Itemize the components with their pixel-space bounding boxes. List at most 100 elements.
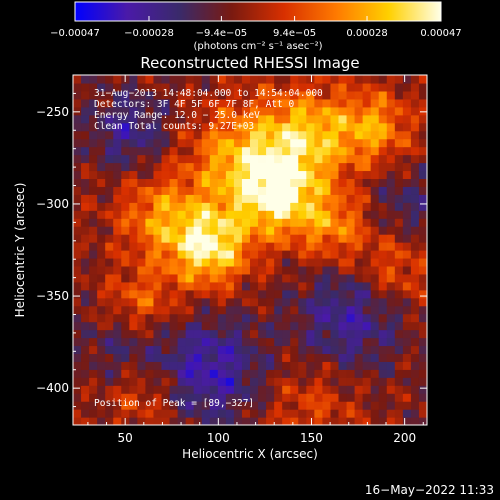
heatmap-cell <box>282 234 291 243</box>
heatmap-cell <box>346 337 356 347</box>
heatmap-cell <box>306 186 315 195</box>
heatmap-cell <box>233 106 243 116</box>
heatmap-cell <box>378 178 388 187</box>
heatmap-cell <box>153 154 163 164</box>
heatmap-cell <box>169 321 179 331</box>
heatmap-cell <box>290 377 299 386</box>
heatmap-cell <box>81 194 90 203</box>
heatmap-cell <box>378 122 388 132</box>
heatmap-cell <box>121 194 130 203</box>
heatmap-cell <box>282 90 291 100</box>
heatmap-cell <box>185 162 195 172</box>
y-axis-label: Heliocentric Y (arcsec) <box>13 183 27 318</box>
y-tick-label: −300 <box>36 197 69 211</box>
heatmap-cell <box>274 82 283 92</box>
heatmap-cell <box>233 385 243 394</box>
heatmap-cell <box>113 154 122 164</box>
heatmap-cell <box>394 329 404 339</box>
heatmap-cell <box>322 337 332 347</box>
heatmap-cell <box>97 353 106 362</box>
heatmap-cells <box>73 75 427 425</box>
heatmap-cell <box>306 353 315 362</box>
y-tick-label: −400 <box>36 381 69 395</box>
heatmap-cell <box>314 82 324 92</box>
heatmap-cell <box>266 353 275 362</box>
heatmap-cell <box>225 313 235 323</box>
heatmap-cell <box>129 393 138 402</box>
heatmap-cell <box>193 385 203 394</box>
heatmap-cell <box>137 218 147 227</box>
heatmap-cell <box>362 122 372 132</box>
heatmap-cell <box>322 353 332 362</box>
heatmap-cell <box>402 401 412 410</box>
heatmap-cell <box>153 257 163 267</box>
heatmap-cell <box>306 361 315 370</box>
heatmap-cell <box>169 369 179 378</box>
heatmap-cell <box>137 265 147 275</box>
heatmap-cell <box>121 90 130 100</box>
heatmap-cell <box>322 297 332 307</box>
heatmap-cell <box>73 409 82 418</box>
heatmap-cell <box>209 186 219 195</box>
heatmap-cell <box>258 257 267 267</box>
heatmap-cell <box>185 98 195 108</box>
heatmap-cell <box>185 281 195 291</box>
heatmap-cell <box>330 401 340 410</box>
heatmap-cell <box>410 361 420 370</box>
heatmap-cell <box>290 305 299 315</box>
heatmap-cell <box>73 289 82 299</box>
heatmap-cell <box>362 361 372 370</box>
heatmap-cell <box>89 345 98 354</box>
heatmap-cell <box>378 369 388 378</box>
heatmap-cell <box>258 130 267 140</box>
heatmap-cell <box>113 162 122 172</box>
heatmap-cell <box>89 90 98 100</box>
heatmap-cell <box>418 202 427 211</box>
heatmap-cell <box>153 122 163 132</box>
heatmap-cell <box>266 297 275 307</box>
heatmap-cell <box>217 226 227 235</box>
heatmap-cell <box>177 162 187 172</box>
heatmap-cell <box>298 401 307 410</box>
heatmap-cell <box>105 162 114 172</box>
heatmap-cell <box>105 273 114 283</box>
heatmap-cell <box>193 234 203 243</box>
heatmap-cell <box>121 409 130 418</box>
heatmap-cell <box>322 345 332 354</box>
heatmap-cell <box>105 130 114 140</box>
heatmap-cell <box>290 130 299 140</box>
heatmap-cell <box>314 226 324 235</box>
heatmap-cell <box>338 250 348 259</box>
heatmap-cell <box>73 385 82 394</box>
heatmap-cell <box>201 130 211 140</box>
heatmap-cell <box>354 250 364 259</box>
heatmap-cell <box>161 409 171 418</box>
heatmap-cell <box>314 329 324 339</box>
heatmap-cell <box>330 82 340 92</box>
heatmap-cell <box>330 194 340 203</box>
heatmap-cell <box>258 162 267 172</box>
heatmap-cell <box>145 75 155 84</box>
heatmap-cell <box>145 393 155 402</box>
heatmap-cell <box>338 377 348 386</box>
heatmap-cell <box>233 393 243 402</box>
heatmap-cell <box>394 385 404 394</box>
heatmap-cell <box>145 321 155 331</box>
heatmap-cell <box>402 234 412 243</box>
heatmap-cell <box>241 369 251 378</box>
heatmap-cell <box>418 170 427 179</box>
heatmap-cell <box>298 393 307 402</box>
heatmap-cell <box>121 202 130 211</box>
heatmap-cell <box>306 194 315 203</box>
heatmap-cell <box>89 234 98 243</box>
heatmap-cell <box>306 114 315 124</box>
heatmap-cell <box>386 265 396 275</box>
heatmap-cell <box>314 98 324 108</box>
heatmap-cell <box>241 257 251 267</box>
heatmap-cell <box>233 377 243 386</box>
heatmap-cell <box>338 114 348 124</box>
heatmap-cell <box>225 265 235 275</box>
heatmap-cell <box>217 289 227 299</box>
heatmap-cell <box>250 361 259 370</box>
